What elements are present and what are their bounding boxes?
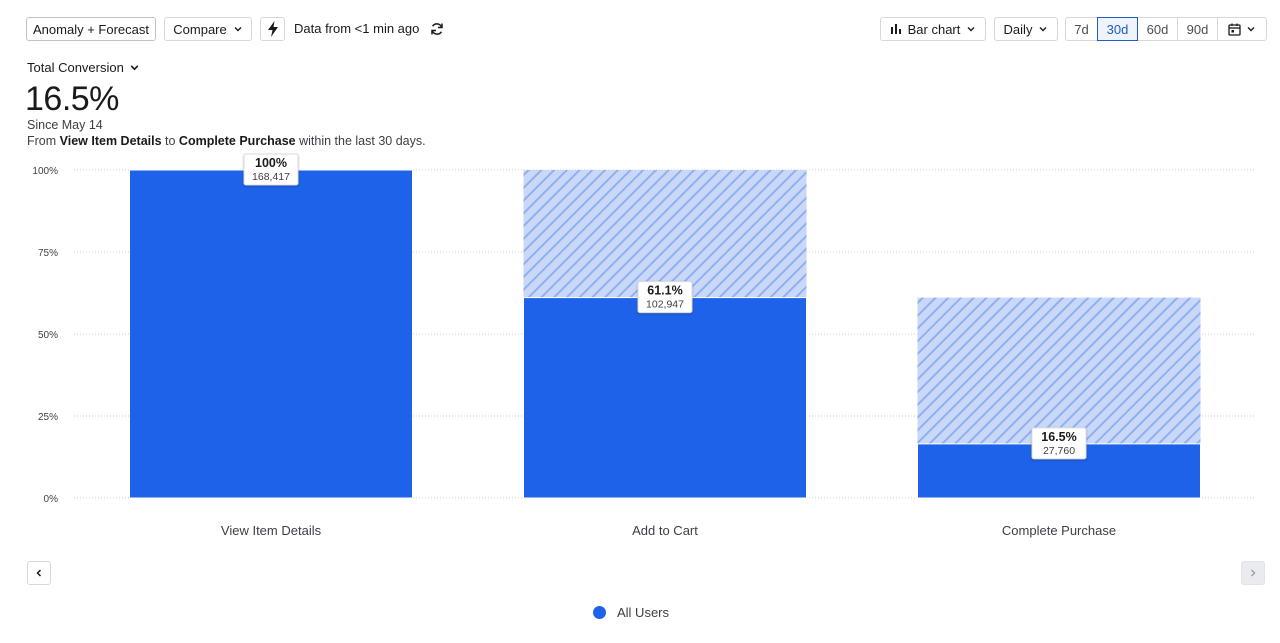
calendar-icon	[1228, 23, 1241, 36]
y-tick-label: 100%	[32, 166, 58, 177]
range-90d-button[interactable]: 90d	[1177, 17, 1218, 41]
interval-label: Daily	[1003, 21, 1033, 37]
scroll-left-button[interactable]	[27, 561, 51, 585]
dropoff-bar[interactable]	[917, 297, 1201, 444]
data-label-box	[637, 281, 693, 314]
data-label-percent: 61.1%	[647, 284, 682, 298]
legend-swatch	[593, 606, 606, 619]
scroll-right-button[interactable]	[1241, 561, 1265, 585]
x-category-label: Complete Purchase	[1002, 523, 1116, 538]
metric-selector[interactable]: Total Conversion	[27, 60, 140, 75]
chevron-down-icon	[130, 65, 139, 71]
chart-type-select[interactable]: Bar chart	[880, 17, 986, 41]
desc-prefix: From	[27, 134, 60, 148]
y-tick-label: 75%	[38, 248, 58, 259]
anomaly-forecast-button[interactable]: Anomaly + Forecast	[26, 17, 156, 41]
chevron-down-icon	[1247, 27, 1255, 32]
metric-selector-label: Total Conversion	[27, 60, 124, 75]
interval-select[interactable]: Daily	[994, 17, 1058, 41]
x-category-label: View Item Details	[221, 523, 322, 538]
chevron-down-icon	[1039, 27, 1047, 32]
chevron-left-icon	[36, 569, 42, 577]
dropoff-bar[interactable]	[523, 170, 807, 298]
since-date-text: Since May 14	[27, 118, 103, 132]
desc-from-step: View Item Details	[59, 134, 162, 148]
lightning-icon	[267, 21, 278, 37]
data-label-count: 168,417	[252, 171, 290, 183]
chart-legend: All Users	[593, 605, 669, 620]
conversion-bar[interactable]	[523, 297, 807, 499]
realtime-button[interactable]	[260, 17, 285, 41]
y-tick-label: 50%	[38, 330, 58, 341]
data-label-count: 27,760	[1043, 445, 1075, 457]
refresh-icon[interactable]	[430, 22, 444, 36]
chart-type-label: Bar chart	[907, 21, 961, 37]
data-label-box	[1031, 427, 1087, 460]
compare-button[interactable]: Compare	[164, 17, 252, 41]
data-label-box	[243, 153, 299, 186]
chevron-right-icon	[1250, 569, 1256, 577]
range-30d-button[interactable]: 30d	[1097, 17, 1138, 41]
compare-label: Compare	[173, 21, 227, 37]
data-label-percent: 100%	[255, 156, 287, 170]
data-label-count: 102,947	[646, 299, 684, 311]
label-layer: 100%168,417 View Item Details 61.1%102,947…	[221, 153, 1116, 538]
desc-suffix: within the last 30 days.	[295, 134, 426, 148]
data-freshness-text: Data from <1 min ago	[294, 21, 420, 36]
toolbar: Anomaly + Forecast Compare Data from <1 …	[26, 17, 1267, 43]
calendar-button[interactable]	[1217, 17, 1267, 41]
chevron-down-icon	[967, 27, 975, 32]
range-7d-button[interactable]: 7d	[1065, 17, 1098, 41]
bar-chart-icon	[890, 24, 901, 34]
range-60d-button[interactable]: 60d	[1137, 17, 1178, 41]
desc-to-step: Complete Purchase	[178, 134, 296, 148]
conversion-bar[interactable]	[129, 169, 413, 499]
bar-layer	[129, 169, 1201, 499]
date-range-segmented-control: 7d 30d 60d 90d	[1065, 17, 1267, 41]
y-tick-label: 0%	[44, 494, 59, 505]
legend-label: All Users	[617, 605, 670, 620]
y-tick-label: 25%	[38, 412, 58, 423]
desc-to-word: to	[161, 134, 179, 148]
data-label-percent: 16.5%	[1041, 430, 1076, 444]
total-conversion-value: 16.5%	[25, 80, 119, 118]
x-category-label: Add to Cart	[632, 523, 698, 538]
chevron-down-icon	[234, 27, 242, 32]
conversion-description: From View Item Details to Complete Purch…	[27, 134, 426, 148]
